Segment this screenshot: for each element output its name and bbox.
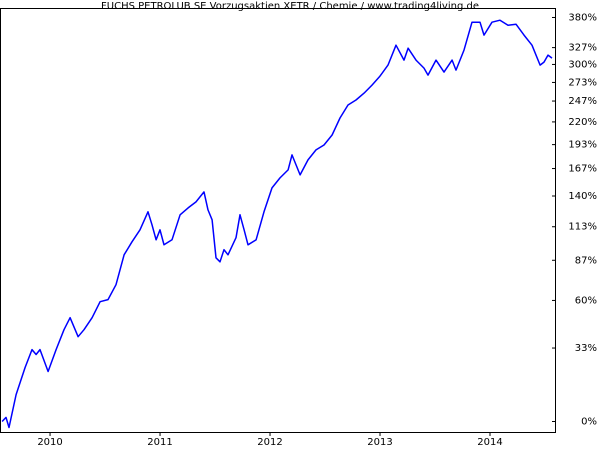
x-tick-label: 2011 — [147, 437, 172, 448]
y-tick-label: 87% — [575, 255, 597, 266]
plot-frame — [0, 8, 556, 433]
y-tick-label: 220% — [568, 117, 597, 128]
y-tick-label: 33% — [575, 343, 597, 354]
y-tick-label: 380% — [568, 12, 597, 23]
x-tick-label: 2010 — [37, 437, 62, 448]
x-tick-label: 2014 — [477, 437, 502, 448]
y-tick-label: 273% — [568, 77, 597, 88]
y-tick-label: 140% — [568, 191, 597, 202]
x-tick-label: 2013 — [367, 437, 392, 448]
y-tick-label: 193% — [568, 140, 597, 151]
y-tick-label: 247% — [568, 96, 597, 107]
y-tick-label: 167% — [568, 164, 597, 175]
y-tick-label: 300% — [568, 59, 597, 70]
y-tick-label: 113% — [568, 222, 597, 233]
y-tick-label: 327% — [568, 43, 597, 54]
price-line — [1, 19, 553, 429]
chart-title: FUCHS PETROLUB SE Vorzugsaktien XETR / C… — [101, 1, 479, 12]
y-tick-label: 0% — [581, 416, 597, 427]
y-tick-label: 60% — [575, 295, 597, 306]
x-tick-label: 2012 — [257, 437, 282, 448]
